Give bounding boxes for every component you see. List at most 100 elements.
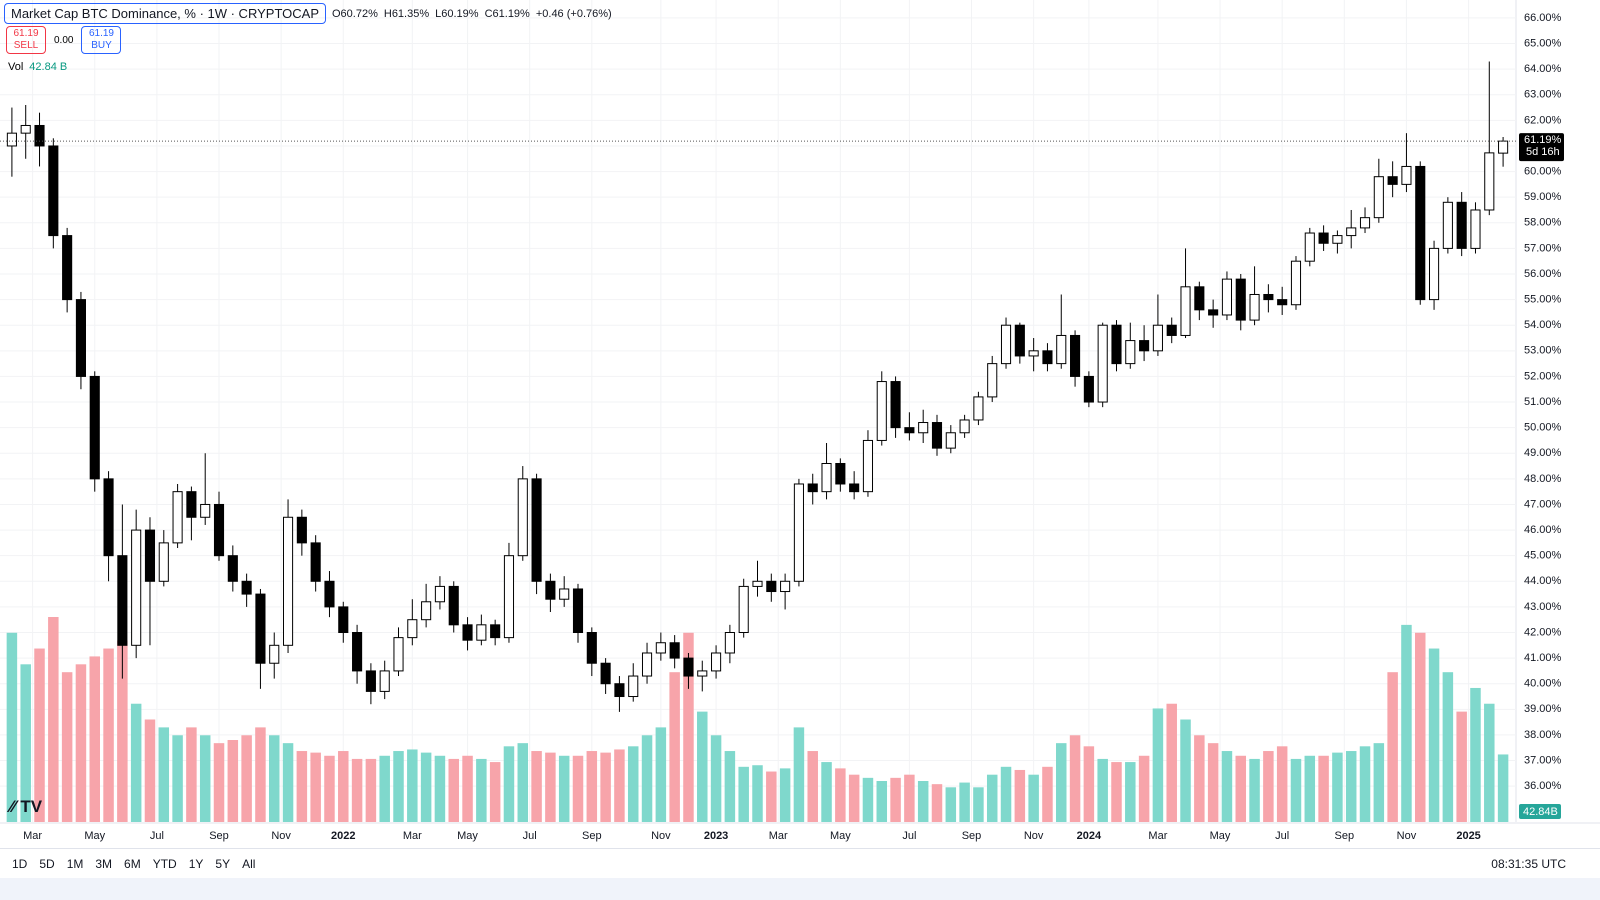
volume-bar [1042,766,1053,822]
candle-body [1346,227,1357,237]
volume-value: 42.84 B [29,61,68,73]
range-button[interactable]: 3M [95,856,113,871]
candle-body [738,585,749,634]
candle-body [1014,324,1025,357]
volume-bar [1166,703,1177,822]
y-tick-label: 36.00% [1524,780,1562,792]
candle-body [683,657,694,677]
candle-body [75,299,86,377]
candle-body [655,642,666,654]
candle-body [338,606,349,634]
candle-body [255,593,266,664]
volume-bar [351,758,363,822]
candle-body [752,580,763,587]
volume-bar [973,787,984,822]
volume-bar [130,703,142,822]
candle-body [62,235,73,301]
x-tick-label: 2024 [1077,830,1102,842]
candle-body [421,601,432,621]
sell-button[interactable]: 61.19 SELL [6,26,46,54]
volume-label: Vol [8,61,24,73]
candle-body [600,662,611,685]
y-tick-label: 42.00% [1524,626,1562,638]
volume-bar [683,632,694,822]
volume-bar [503,746,515,822]
candle-body [227,555,238,582]
candle-body [697,670,708,677]
volume-bar [34,648,45,822]
range-button[interactable]: 1M [66,856,84,871]
volume-tag-label: 42.84B [1523,806,1558,818]
spread: 0.00 [54,34,74,46]
volume-bar [61,672,73,822]
y-tick-label: 62.00% [1524,114,1562,126]
volume-bar [779,768,791,822]
x-tick-label: Mar [23,830,42,842]
range-button[interactable]: 5D [39,856,55,871]
volume-bar [752,765,763,822]
y-tick-label: 47.00% [1524,498,1562,510]
candle-body [1221,278,1233,316]
candle-body [1042,350,1053,365]
candle-body [1028,350,1039,357]
range-button[interactable]: 5Y [215,856,231,871]
candle-body [1470,209,1481,249]
volume-bar [710,735,722,822]
volume-bar [1249,758,1260,822]
volume-bar [1097,758,1108,822]
volume-bar [600,752,611,822]
candle-body [200,503,211,518]
volume-bar [379,755,390,822]
candle-body [131,529,142,646]
volume-bar [697,711,708,822]
range-button[interactable]: 6M [124,856,141,871]
candle-body [1152,324,1163,352]
x-tick-label: Sep [582,830,602,842]
ohlc-change: +0.46 (+0.76%) [535,7,612,20]
volume-bar [1056,743,1067,822]
candle-body [241,580,252,595]
candle-body [144,529,156,582]
volume-bar [931,784,943,822]
volume-bar [89,656,100,822]
volume-bar [572,755,584,822]
y-tick-label: 46.00% [1524,524,1562,536]
volume-bar [48,617,59,822]
y-tick-label: 45.00% [1524,550,1562,562]
buy-button[interactable]: 61.19 BUY [81,26,122,54]
trade-panel: 61.19 SELL 0.00 61.19 BUY [6,26,122,54]
range-button[interactable]: All [242,856,256,871]
candle-body [213,503,225,557]
x-tick-label: 2025 [1456,830,1480,842]
candle-body [572,588,584,634]
candle-body [931,422,943,449]
x-tick-label: May [830,830,851,842]
candle-body [1429,247,1440,301]
symbol-title[interactable]: Market Cap BTC Dominance, % · 1W · CRYPT… [4,3,326,24]
last-price-label: 61.19% [1524,134,1562,146]
volume-bar [835,768,846,822]
candle-body [34,124,45,147]
candle-body [1318,232,1329,244]
candle-body [890,381,901,429]
range-button[interactable]: 1D [12,856,28,871]
x-tick-label: Mar [769,830,788,842]
candle-body [1000,324,1012,365]
ohlc-close: C61.19% [484,7,530,20]
candle-body [1373,176,1384,219]
buy-label: BUY [91,40,112,51]
ohlc-legend: O60.72% H61.35% L60.19% C61.19% +0.46 (+… [332,8,612,20]
y-tick-label: 51.00% [1524,396,1562,408]
x-tick-label: May [457,830,478,842]
toolbar: 1D 5D 1M 3M 6M YTD 1Y 5Y All 08:31:35 UT… [0,848,1600,878]
candle-body [545,580,556,600]
range-button[interactable]: 1Y [188,856,204,871]
volume-bar [848,774,860,822]
x-tick-label: May [1210,830,1231,842]
volume-bar [917,781,929,822]
range-button[interactable]: YTD [152,856,177,871]
volume-bar [1456,711,1467,822]
candle-body [503,555,515,639]
candle-body [6,132,17,147]
volume-bar [641,735,653,822]
